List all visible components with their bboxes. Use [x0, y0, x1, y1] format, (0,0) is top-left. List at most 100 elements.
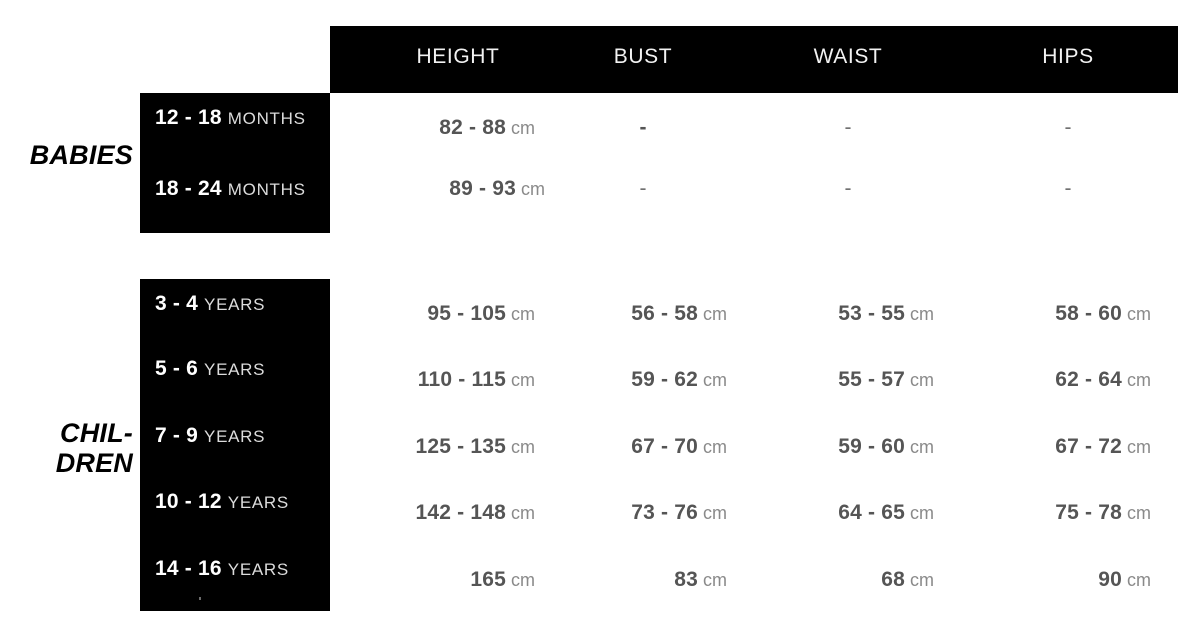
age-unit: YEARS: [204, 295, 266, 314]
value-number: 67 - 72: [1055, 435, 1122, 458]
value-waist: 55 - 57 cm: [838, 368, 934, 392]
value-number: 75 - 78: [1055, 501, 1122, 524]
age-label: 5 - 6 YEARS: [155, 357, 265, 381]
age-range: 3 - 4: [155, 292, 199, 315]
value-empty: -: [844, 116, 852, 139]
value-bust: 73 - 76 cm: [631, 501, 727, 525]
value-number: 53 - 55: [838, 302, 905, 325]
value-bust: -: [640, 116, 647, 140]
value-bust: 59 - 62 cm: [631, 368, 727, 392]
value-height: 82 - 88 cm: [439, 116, 535, 140]
value-number: 58 - 60: [1055, 302, 1122, 325]
value-unit: cm: [521, 179, 545, 199]
age-range: 5 - 6: [155, 357, 199, 380]
column-header-bust: BUST: [613, 45, 673, 68]
value-waist: 68 cm: [881, 568, 934, 592]
value-number: 68: [881, 568, 905, 591]
value-unit: cm: [910, 370, 934, 390]
value-waist: -: [845, 116, 852, 140]
value-unit: cm: [910, 304, 934, 324]
value-unit: cm: [1127, 370, 1151, 390]
age-label: 18 - 24 MONTHS: [155, 177, 306, 201]
value-bust: 56 - 58 cm: [631, 302, 727, 326]
value-number: 56 - 58: [631, 302, 698, 325]
value-unit: cm: [1127, 437, 1151, 457]
value-unit: cm: [1127, 304, 1151, 324]
value-height: 165 cm: [470, 568, 535, 592]
value-unit: cm: [511, 503, 535, 523]
age-range: 10 - 12: [155, 490, 222, 513]
value-empty: -: [639, 116, 647, 139]
value-empty: -: [639, 177, 647, 200]
value-unit: cm: [703, 370, 727, 390]
value-bust: 67 - 70 cm: [631, 435, 727, 459]
value-height: 95 - 105 cm: [427, 302, 535, 326]
value-unit: cm: [703, 304, 727, 324]
age-label: 10 - 12 YEARS: [155, 490, 289, 514]
value-waist: 64 - 65 cm: [838, 501, 934, 525]
value-number: 82 - 88: [439, 116, 506, 139]
header-band: [330, 26, 1178, 93]
age-range: 12 - 18: [155, 106, 222, 129]
children-age-band: [140, 279, 330, 611]
value-unit: cm: [511, 370, 535, 390]
value-number: 59 - 62: [631, 368, 698, 391]
value-unit: cm: [703, 503, 727, 523]
value-bust: 83 cm: [674, 568, 727, 592]
babies-age-band: [140, 93, 330, 233]
value-number: 89 - 93: [449, 177, 516, 200]
value-empty: -: [844, 177, 852, 200]
age-unit: YEARS: [227, 493, 289, 512]
age-unit: YEARS: [204, 427, 266, 446]
age-label: 12 - 18 MONTHS: [155, 106, 306, 130]
value-hips: 62 - 64 cm: [1055, 368, 1151, 392]
value-height: 125 - 135 cm: [415, 435, 535, 459]
value-waist: -: [845, 177, 852, 201]
value-number: 55 - 57: [838, 368, 905, 391]
value-number: 73 - 76: [631, 501, 698, 524]
value-unit: cm: [511, 304, 535, 324]
value-number: 95 - 105: [427, 302, 506, 325]
age-unit: MONTHS: [227, 180, 306, 199]
column-header-height: HEIGHT: [416, 45, 500, 68]
value-number: 90: [1098, 568, 1122, 591]
value-hips: 67 - 72 cm: [1055, 435, 1151, 459]
age-unit: YEARS: [227, 560, 289, 579]
group-label-children: CHIL- DREN: [55, 418, 133, 479]
value-height: 89 - 93 cm: [449, 177, 545, 201]
value-unit: cm: [910, 437, 934, 457]
value-height: 110 - 115 cm: [418, 368, 535, 392]
value-number: 59 - 60: [838, 435, 905, 458]
value-unit: cm: [703, 437, 727, 457]
value-height: 142 - 148 cm: [415, 501, 535, 525]
value-number: 110 - 115: [417, 368, 506, 391]
value-unit: cm: [511, 118, 535, 138]
value-unit: cm: [910, 503, 934, 523]
column-header-hips: HIPS: [1042, 45, 1094, 68]
render-speck: [199, 597, 201, 600]
group-label-babies: BABIES: [29, 140, 133, 170]
column-header-waist: WAIST: [813, 45, 883, 68]
age-label: 3 - 4 YEARS: [155, 292, 265, 316]
value-unit: cm: [1127, 503, 1151, 523]
age-range: 14 - 16: [155, 557, 222, 580]
value-unit: cm: [511, 437, 535, 457]
value-waist: 53 - 55 cm: [838, 302, 934, 326]
value-number: 142 - 148: [415, 501, 506, 524]
age-label: 14 - 16 YEARS: [155, 557, 289, 581]
value-number: 165: [470, 568, 506, 591]
value-waist: 59 - 60 cm: [838, 435, 934, 459]
value-number: 83: [674, 568, 698, 591]
value-hips: 58 - 60 cm: [1055, 302, 1151, 326]
value-number: 64 - 65: [838, 501, 905, 524]
value-hips: -: [1065, 116, 1072, 140]
age-label: 7 - 9 YEARS: [155, 424, 265, 448]
value-bust: -: [640, 177, 647, 201]
age-range: 18 - 24: [155, 177, 222, 200]
value-number: 62 - 64: [1055, 368, 1122, 391]
age-range: 7 - 9: [155, 424, 199, 447]
value-hips: 90 cm: [1098, 568, 1151, 592]
value-empty: -: [1064, 177, 1072, 200]
value-number: 67 - 70: [631, 435, 698, 458]
